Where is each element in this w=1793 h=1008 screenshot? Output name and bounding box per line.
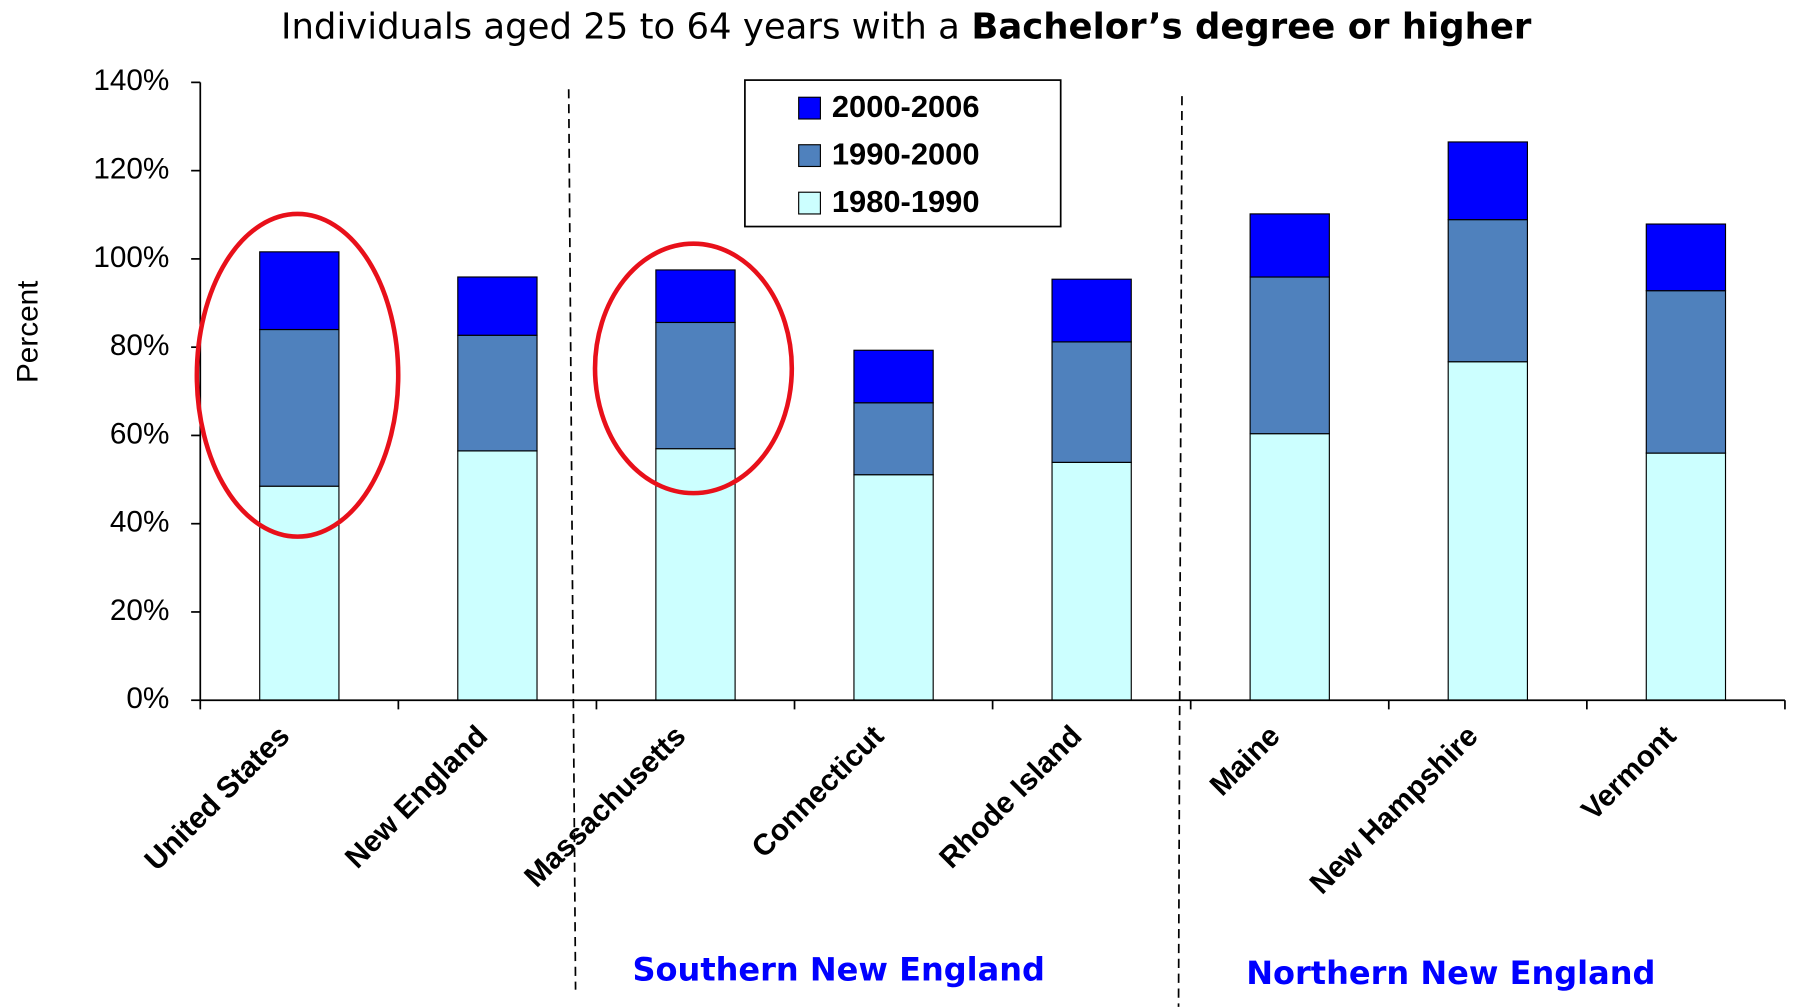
bar-segment — [457, 334, 538, 452]
legend-swatch — [798, 191, 821, 215]
bar-segment — [1051, 341, 1132, 463]
bar-segment — [259, 328, 340, 487]
group-label: Southern New England — [632, 950, 1044, 988]
x-tick-label: Vermont — [1575, 719, 1683, 827]
group-label: Northern New England — [1246, 954, 1655, 992]
x-tick-label: New Hampshire — [1304, 719, 1485, 900]
bar-segment — [259, 485, 340, 701]
legend-label: 1980-1990 — [832, 184, 980, 219]
bar-segment — [1447, 141, 1529, 221]
bar-segment — [853, 474, 934, 701]
title-text: Individuals aged 25 to 64 years with a — [281, 7, 960, 48]
legend-label: 1990-2000 — [832, 136, 980, 171]
chart-title: Individuals aged 25 to 64 years with a Ba… — [281, 7, 1532, 48]
y-tick-label: 0% — [126, 682, 169, 715]
bar-segment — [457, 276, 538, 336]
y-tick-label: 60% — [110, 417, 170, 450]
y-tick-label: 80% — [110, 329, 170, 362]
y-tick-label: 120% — [93, 153, 169, 186]
x-tick-label: United States — [138, 719, 296, 877]
legend-swatch — [798, 96, 821, 120]
bar-segment — [853, 402, 934, 476]
x-tick-label: New England — [339, 719, 494, 874]
bar-segment — [1051, 461, 1132, 701]
bar-segment — [457, 450, 538, 701]
bar-segment — [1249, 213, 1330, 278]
highlight-ellipse — [592, 241, 795, 496]
title-emphasis: Bachelor’s degree or higher — [971, 7, 1532, 48]
legend — [744, 79, 1062, 228]
y-tick-label: 40% — [110, 506, 170, 539]
y-axis-label: Percent — [12, 280, 45, 383]
x-tick-label: Rhode Island — [933, 719, 1088, 874]
bar-segment — [1447, 219, 1529, 363]
bar-segment — [655, 321, 736, 450]
legend-label: 2000-2006 — [832, 89, 980, 124]
legend-swatch — [798, 144, 821, 168]
x-tick-label: Connecticut — [746, 719, 891, 864]
bar-segment — [1447, 361, 1529, 701]
x-tick-label: Massachusetts — [518, 719, 692, 893]
bar-segment — [259, 251, 340, 331]
bar-segment — [1051, 278, 1132, 343]
bar-segment — [655, 269, 736, 324]
group-divider — [567, 89, 577, 990]
legend-entries: 1980-1990 1990-2000 2000-2006 — [798, 89, 980, 219]
bar-segment — [1645, 452, 1727, 701]
y-tick-label: 140% — [93, 64, 169, 97]
y-tick-label: 100% — [93, 241, 169, 274]
bar-segment — [1645, 223, 1727, 292]
bar-segment — [853, 349, 934, 404]
y-tick-label: 20% — [110, 594, 170, 627]
highlight-ellipse — [194, 211, 401, 539]
x-tick-label: Maine — [1204, 719, 1287, 802]
bar-segment — [1249, 276, 1330, 435]
bar-segment — [1249, 433, 1330, 701]
bar-segment — [1645, 290, 1727, 454]
group-divider — [1177, 96, 1183, 1007]
